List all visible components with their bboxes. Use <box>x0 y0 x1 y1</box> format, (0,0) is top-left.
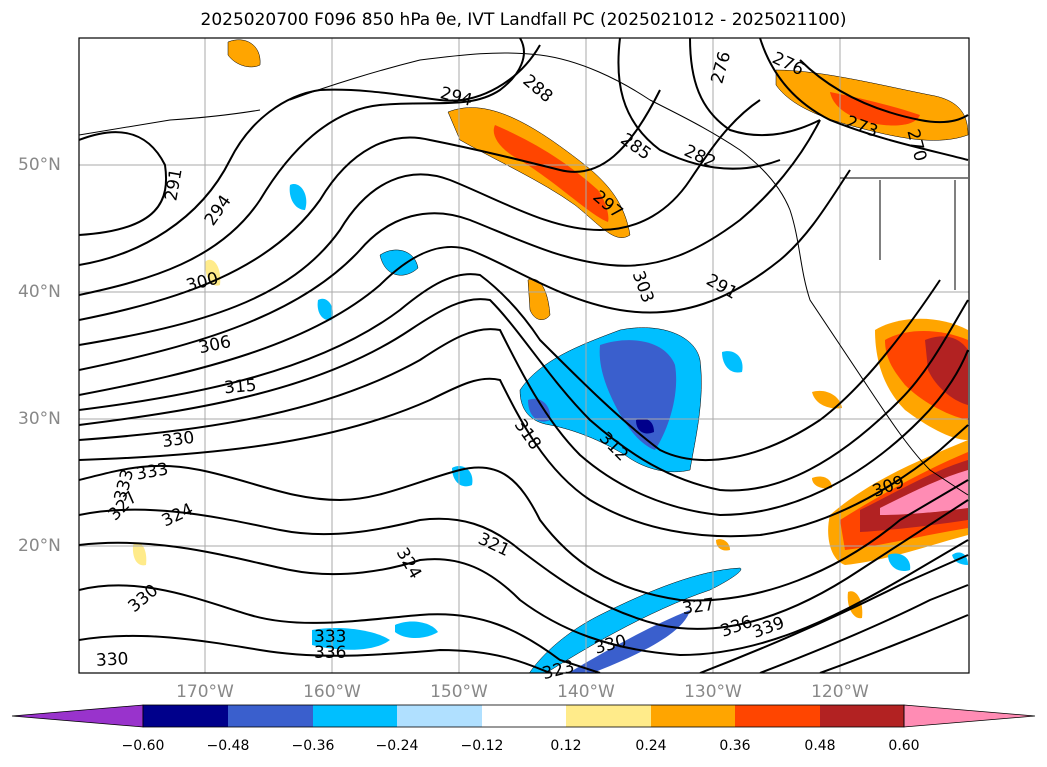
graticule <box>79 38 969 673</box>
lon-label: 160°W <box>303 682 361 702</box>
colorbar-tick: −0.48 <box>206 738 250 754</box>
colorbar-tick: −0.60 <box>121 738 165 754</box>
colorbar-bin <box>313 705 397 727</box>
lat-label: 40°N <box>18 282 61 302</box>
lat-label: 20°N <box>18 536 61 556</box>
colorbar-tick: 0.12 <box>550 738 582 754</box>
contour-label: 336 <box>314 643 346 663</box>
contour-label: 294 <box>438 83 475 111</box>
lat-label: 30°N <box>18 409 61 429</box>
colorbar-extend-low <box>11 704 144 728</box>
contour-label: 333 <box>314 627 346 647</box>
colorbar-bin <box>397 705 482 727</box>
contour-label: 285 <box>617 129 655 164</box>
contour-label: 336 <box>718 612 755 642</box>
contour-label: 303 <box>628 268 658 305</box>
colorbar-bin <box>482 705 566 727</box>
contour-label: 315 <box>223 376 257 399</box>
contour-label: 330 <box>161 428 196 452</box>
contour-label: 291 <box>161 167 186 202</box>
colorbar-bin <box>566 705 651 727</box>
contour-label: 327 <box>681 595 716 619</box>
map-title: 2025020700 F096 850 hPa θe, IVT Landfall… <box>200 10 847 30</box>
colorbar-bin <box>143 705 228 727</box>
lon-label: 170°W <box>176 682 234 702</box>
lon-label: 120°W <box>811 682 869 702</box>
colorbar-tick: −0.36 <box>291 738 335 754</box>
lon-label: 150°W <box>430 682 488 702</box>
contour-label: 276 <box>707 49 735 86</box>
colorbar-tick: 0.24 <box>635 738 667 754</box>
contour-label: 330 <box>95 649 128 671</box>
colorbar-tick: −0.12 <box>460 738 504 754</box>
contour-label: 324 <box>392 544 426 582</box>
contour-label: 321 <box>475 529 513 561</box>
theta-e-contours <box>79 38 969 673</box>
contour-label: 324 <box>159 500 197 532</box>
colorbar-bin <box>228 705 313 727</box>
negative-anomaly-regions <box>289 184 968 673</box>
colorbar-bin <box>820 705 904 727</box>
contour-label: 288 <box>519 71 557 107</box>
contour-label: 291 <box>703 270 741 304</box>
colorbar-tick: 0.48 <box>804 738 836 754</box>
colorbar-bin <box>735 705 820 727</box>
lon-label: 130°W <box>684 682 742 702</box>
lat-label: 50°N <box>18 155 61 175</box>
colorbar-bin <box>651 705 735 727</box>
colorbar-tick: 0.60 <box>888 738 920 754</box>
colorbar <box>11 704 1036 728</box>
colorbar-tick: 0.36 <box>719 738 751 754</box>
coastline <box>79 52 969 496</box>
contour-label: 306 <box>197 332 233 358</box>
colorbar-tick: −0.24 <box>375 738 419 754</box>
contour-label: 333 <box>135 459 170 484</box>
contour-label: 339 <box>750 613 787 643</box>
lon-label: 140°W <box>557 682 615 702</box>
contour-label: 327 <box>105 488 142 525</box>
positive-anomaly-regions <box>132 39 969 619</box>
colorbar-extend-high <box>903 704 1036 728</box>
